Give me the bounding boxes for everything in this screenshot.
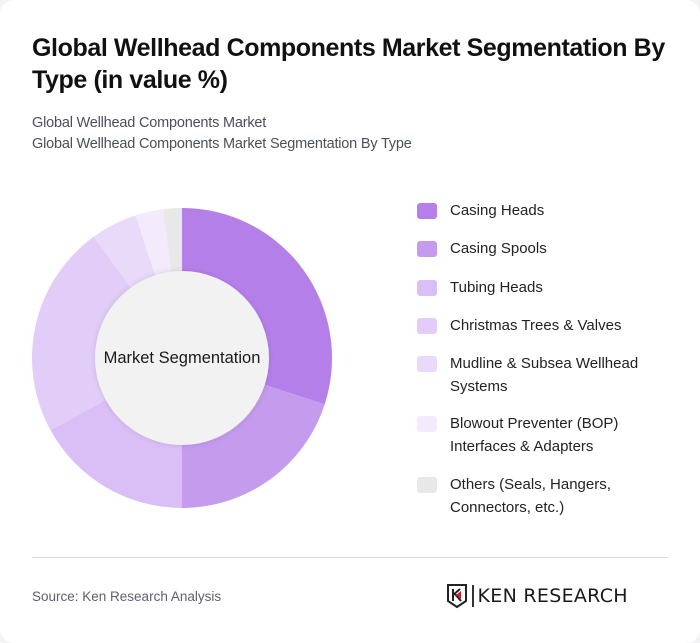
footer-divider — [32, 557, 668, 558]
legend-item-christmas-trees[interactable]: Christmas Trees & Valves — [417, 315, 670, 338]
legend-label: Casing Heads — [450, 202, 545, 219]
legend-label: Tubing Heads — [450, 279, 543, 296]
subtitle-line-2: Global Wellhead Components Market Segmen… — [32, 136, 412, 152]
legend-swatch — [417, 416, 437, 432]
donut-hole — [95, 271, 269, 445]
logo-separator — [472, 585, 474, 607]
legend-label: Casing Spools — [450, 240, 547, 257]
ken-logo-shield-icon — [447, 584, 467, 609]
donut-svg — [31, 208, 333, 508]
legend-item-mudline-subsea[interactable]: Mudline & Subsea Wellhead Systems — [417, 353, 670, 398]
logo-text: KEN RESEARCH — [477, 585, 628, 607]
legend-label: Others (Seals, Hangers, Connectors, etc.… — [450, 476, 611, 516]
source-text: Source: Ken Research Analysis — [32, 589, 222, 604]
legend-label: Blowout Preventer (BOP) Interfaces & Ada… — [450, 415, 619, 455]
legend-item-bop-interfaces[interactable]: Blowout Preventer (BOP) Interfaces & Ada… — [417, 413, 670, 458]
legend-label: Christmas Trees & Valves — [450, 317, 622, 334]
legend-swatch — [417, 203, 437, 219]
donut-chart: Market Segmentation — [30, 206, 334, 510]
legend-item-casing-spools[interactable]: Casing Spools — [417, 238, 670, 261]
page-title: Global Wellhead Components Market Segmen… — [32, 34, 665, 94]
subtitle: Global Wellhead Components Market Global… — [32, 113, 412, 155]
legend-label: Mudline & Subsea Wellhead Systems — [450, 355, 639, 395]
legend-swatch — [417, 280, 437, 296]
legend-swatch — [417, 356, 437, 372]
legend-item-others[interactable]: Others (Seals, Hangers, Connectors, etc.… — [417, 474, 670, 519]
legend-item-casing-heads[interactable]: Casing Heads — [417, 200, 670, 223]
legend-swatch — [417, 477, 437, 493]
subtitle-line-1: Global Wellhead Components Market — [32, 115, 267, 131]
ken-research-logo: KEN RESEARCH — [446, 582, 628, 610]
legend-item-tubing-heads[interactable]: Tubing Heads — [417, 277, 670, 300]
legend-swatch — [417, 318, 437, 334]
legend-swatch — [417, 241, 437, 257]
